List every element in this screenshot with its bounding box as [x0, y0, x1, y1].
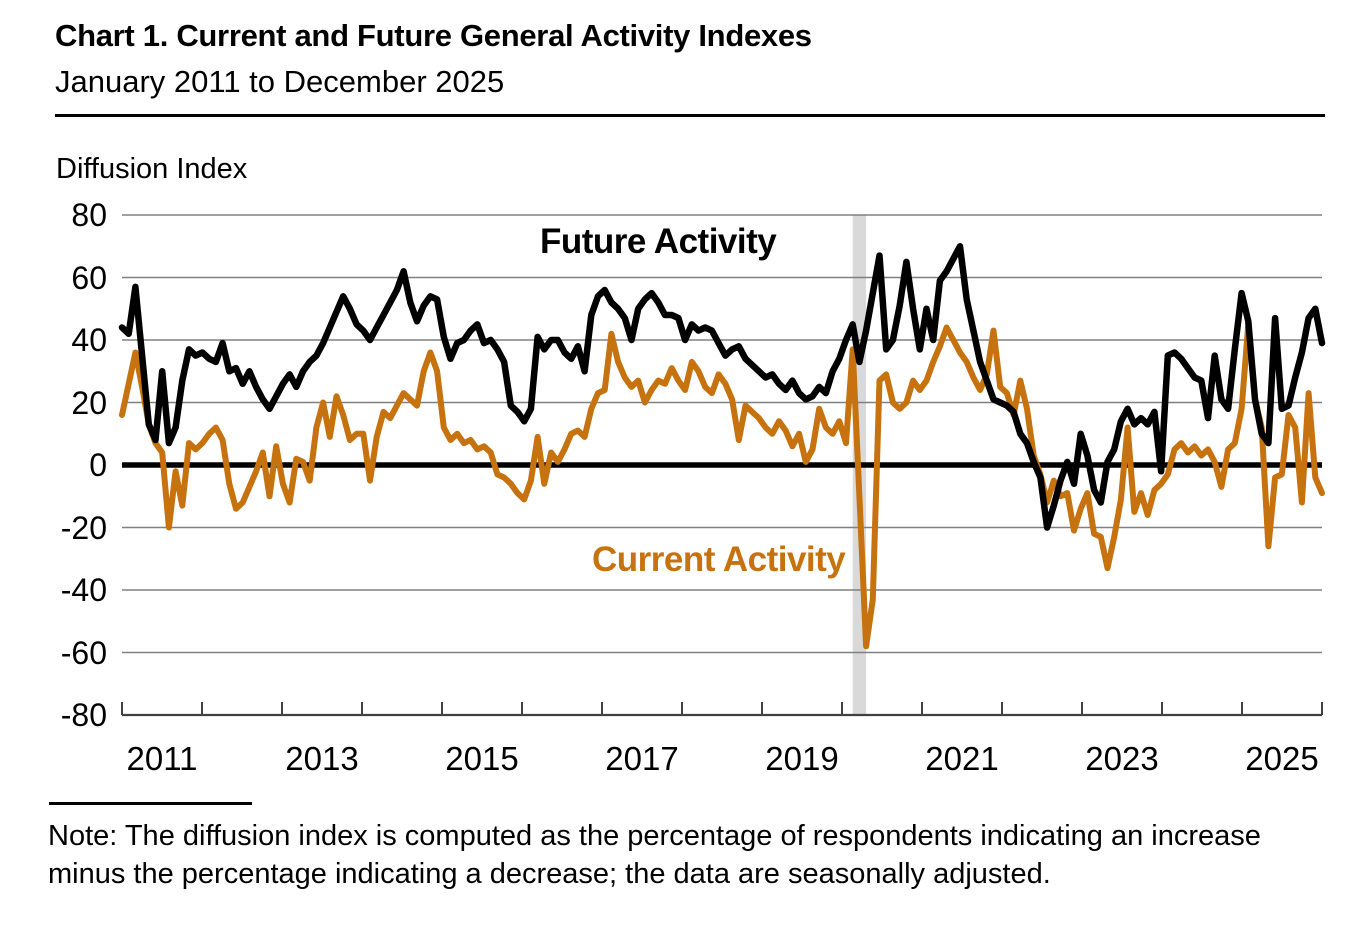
x-axis-tick-label: 2025: [1245, 740, 1319, 777]
chart-title: Chart 1. Current and Future General Acti…: [55, 18, 812, 53]
y-axis-tick-label: -80: [60, 697, 107, 733]
y-axis-tick-label: -40: [60, 572, 107, 608]
x-axis-tick-label: 2023: [1085, 740, 1159, 777]
current-activity-line: [119, 321, 1325, 650]
x-axis-tick-label: 2011: [126, 740, 198, 777]
future-activity-line: [118, 243, 1326, 531]
x-axis-tick-label: 2019: [765, 740, 839, 777]
note-rule: [49, 802, 252, 805]
future-activity-series-label: Future Activity: [540, 222, 777, 261]
note-text: Note: The diffusion index is computed as…: [48, 817, 1348, 893]
x-axis-tick-label: 2021: [925, 740, 999, 777]
y-axis-title: Diffusion Index: [56, 153, 248, 185]
x-axis-tick-label: 2015: [445, 740, 519, 777]
current-activity-series-label: Current Activity: [592, 540, 846, 579]
y-axis-tick-label: 0: [89, 447, 107, 483]
y-axis-tick-label: 20: [71, 384, 107, 421]
y-axis-tick-label: 40: [71, 322, 107, 358]
note-line-2: minus the percentage indicating a decrea…: [48, 858, 1051, 890]
y-axis-tick-label: 80: [71, 197, 107, 233]
y-axis-tick-label: -60: [60, 634, 107, 671]
y-axis-tick-label: 60: [71, 259, 107, 296]
header-rule: [55, 114, 1325, 117]
y-axis-tick-label: -20: [60, 509, 107, 546]
x-axis-tick-label: 2013: [285, 740, 359, 777]
note-line-1: Note: The diffusion index is computed as…: [48, 820, 1261, 852]
chart-subtitle: January 2011 to December 2025: [55, 64, 505, 99]
x-axis-tick-label: 2017: [605, 740, 679, 777]
